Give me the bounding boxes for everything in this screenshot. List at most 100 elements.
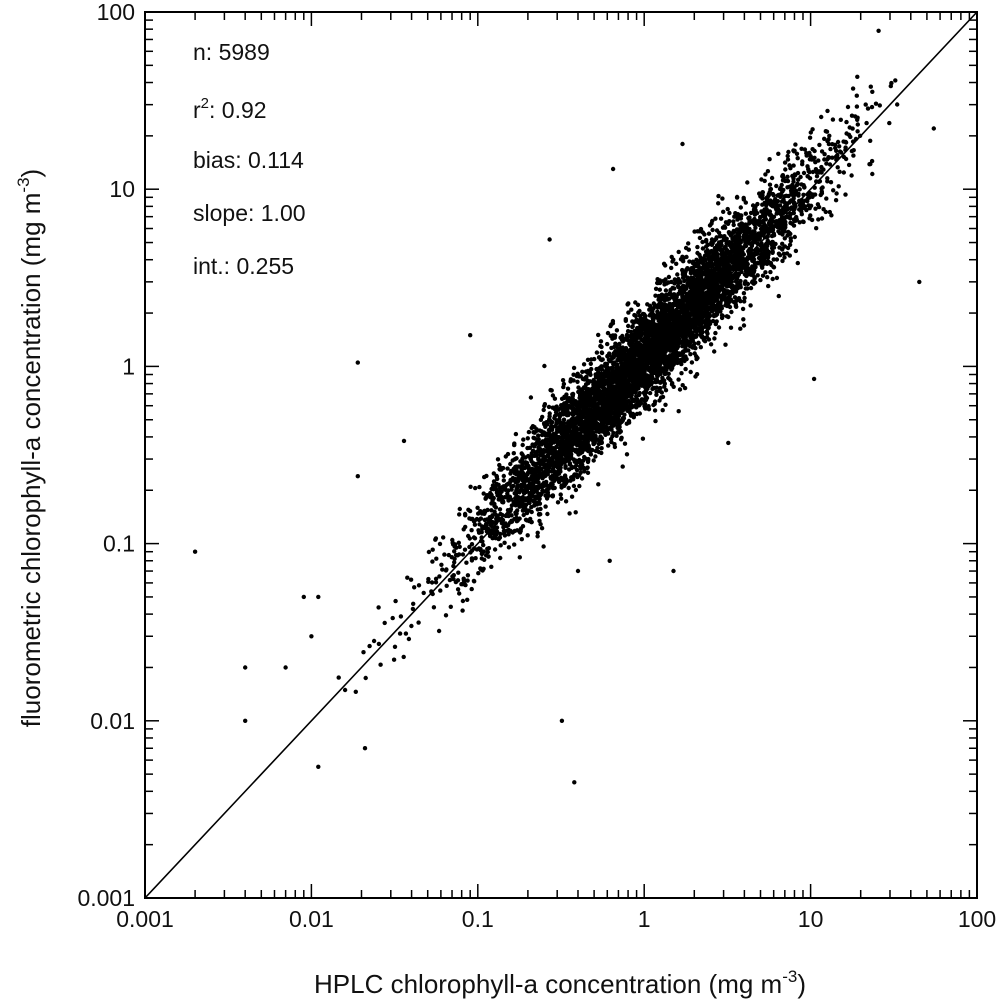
- data-point: [791, 196, 796, 201]
- data-point: [786, 149, 791, 155]
- data-point: [457, 506, 462, 512]
- data-point: [520, 442, 525, 448]
- data-point: [663, 288, 669, 293]
- data-point: [557, 425, 562, 430]
- data-point: [828, 180, 834, 185]
- data-point: [397, 631, 403, 636]
- data-point: [515, 528, 520, 533]
- data-point: [686, 247, 691, 252]
- data-point: [517, 490, 522, 495]
- data-point: [781, 187, 786, 193]
- data-point: [738, 326, 743, 331]
- data-point: [457, 591, 462, 596]
- data-point: [664, 354, 669, 359]
- data-point: [855, 117, 860, 123]
- data-point: [745, 281, 751, 287]
- data-point: [548, 387, 553, 393]
- data-point: [599, 350, 604, 355]
- data-point: [704, 335, 710, 340]
- data-point: [561, 384, 566, 390]
- data-point: [767, 182, 773, 187]
- data-point: [575, 379, 580, 384]
- data-point: [759, 246, 765, 252]
- data-point: [821, 167, 826, 172]
- data-point: [628, 410, 633, 416]
- data-point: [704, 244, 709, 249]
- data-point: [498, 555, 503, 561]
- data-point: [561, 420, 566, 425]
- data-point: [659, 310, 664, 315]
- data-point: [771, 233, 777, 238]
- data-point: [545, 422, 550, 427]
- data-point: [824, 129, 830, 134]
- data-point: [688, 369, 693, 375]
- data-point: [675, 360, 680, 366]
- data-point: [700, 239, 705, 245]
- data-point: [581, 415, 586, 420]
- data-point: [452, 560, 457, 565]
- data-point: [410, 606, 416, 612]
- data-point: [855, 74, 860, 80]
- data-point: [571, 483, 577, 489]
- data-point: [767, 189, 772, 195]
- data-point: [447, 577, 453, 583]
- data-point: [765, 200, 770, 205]
- data-point: [876, 28, 881, 33]
- data-point: [475, 505, 480, 510]
- data-point: [640, 436, 646, 441]
- data-point: [787, 242, 793, 247]
- data-point: [580, 462, 585, 467]
- data-point: [433, 580, 439, 585]
- data-point: [534, 427, 539, 432]
- data-point: [541, 407, 546, 413]
- data-point: [636, 326, 641, 331]
- data-point: [467, 508, 473, 514]
- data-point: [748, 303, 753, 308]
- data-point: [629, 307, 634, 312]
- data-points: [192, 28, 936, 785]
- data-point: [652, 408, 658, 413]
- data-point: [498, 531, 503, 537]
- data-point: [574, 403, 579, 408]
- data-point: [814, 174, 820, 179]
- data-point: [535, 507, 540, 512]
- data-point: [827, 133, 832, 138]
- data-point: [695, 250, 700, 256]
- data-point: [698, 226, 704, 232]
- data-point: [688, 331, 693, 336]
- data-point: [482, 517, 487, 523]
- data-point: [795, 181, 800, 186]
- data-point: [376, 605, 381, 610]
- data-point: [579, 389, 585, 394]
- data-point: [583, 369, 589, 374]
- data-point: [492, 547, 498, 552]
- data-point: [833, 145, 838, 151]
- data-point: [690, 266, 695, 271]
- data-point: [767, 157, 772, 162]
- data-point: [595, 375, 601, 380]
- data-point: [460, 598, 466, 604]
- data-point: [757, 236, 762, 241]
- data-point: [513, 495, 519, 500]
- data-point: [702, 339, 708, 344]
- data-point: [877, 103, 882, 108]
- data-point: [531, 489, 536, 495]
- data-point: [815, 202, 821, 207]
- data-point: [630, 324, 635, 329]
- data-point: [766, 193, 771, 198]
- data-point: [779, 182, 784, 188]
- data-point: [833, 198, 839, 203]
- data-point: [780, 241, 785, 246]
- data-point: [581, 376, 586, 382]
- data-point: [853, 114, 858, 119]
- data-point: [661, 278, 666, 284]
- data-point: [766, 283, 771, 289]
- data-point: [609, 322, 614, 327]
- data-point: [782, 236, 787, 241]
- data-point: [493, 536, 498, 541]
- data-point: [529, 519, 534, 525]
- data-point: [810, 127, 815, 132]
- data-point: [663, 388, 669, 393]
- data-point: [620, 339, 626, 344]
- data-point: [812, 155, 817, 160]
